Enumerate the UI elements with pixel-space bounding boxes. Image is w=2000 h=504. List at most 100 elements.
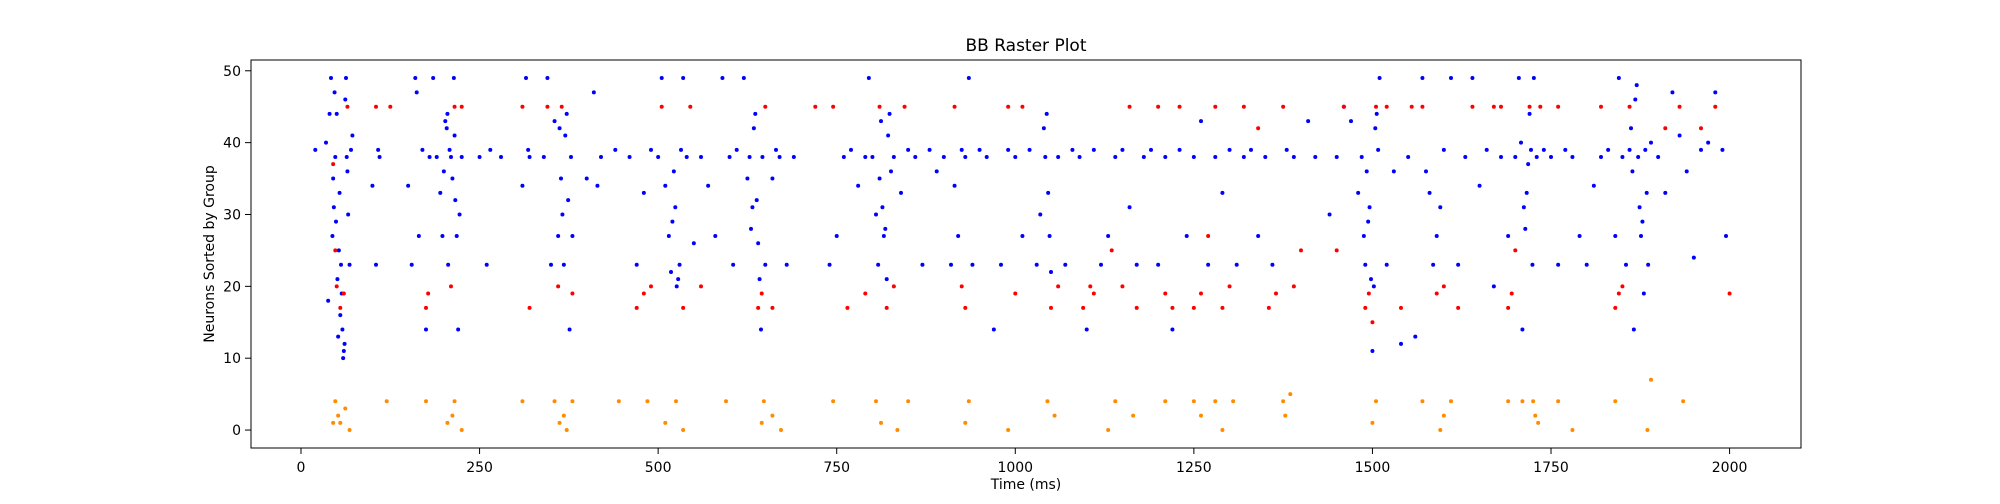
spike-point: [1088, 284, 1093, 289]
spike-point: [1213, 104, 1218, 109]
spike-point: [1527, 104, 1532, 109]
spike-point: [1644, 190, 1649, 195]
spike-point: [1113, 155, 1118, 159]
spike-point: [1509, 291, 1514, 296]
spike-point: [991, 327, 996, 332]
spike-point: [1046, 190, 1051, 195]
spike-point: [963, 305, 968, 310]
spike-point: [1384, 262, 1389, 267]
spike-point: [563, 133, 568, 138]
spike-point: [377, 155, 382, 159]
spike-point: [959, 284, 964, 289]
spike-point: [770, 305, 775, 310]
x-tick-label: 1750: [1533, 460, 1569, 476]
spike-point: [902, 104, 907, 109]
spike-point: [447, 147, 452, 152]
spike-point: [449, 155, 453, 159]
spike-point: [791, 155, 796, 159]
spike-point: [1639, 234, 1643, 239]
spike-point: [1591, 183, 1596, 188]
spike-point: [759, 327, 763, 332]
spike-point: [541, 155, 546, 159]
spike-point: [441, 169, 446, 174]
spike-point: [1663, 126, 1668, 131]
spike-point: [376, 147, 381, 152]
spike-point: [1106, 234, 1111, 239]
spike-point: [1431, 262, 1436, 267]
spike-point: [952, 183, 957, 188]
spike-point: [452, 104, 457, 109]
spike-point: [681, 305, 686, 310]
spike-point: [427, 155, 432, 159]
spike-point: [1131, 413, 1136, 418]
spike-point: [450, 176, 455, 181]
spike-point: [895, 428, 900, 433]
spike-point: [1170, 305, 1175, 310]
spike-point: [599, 155, 603, 159]
spike-point: [1613, 305, 1618, 310]
spike-point: [338, 305, 343, 310]
x-axis-label: Time (ms): [990, 477, 1062, 493]
y-tick-label: 20: [223, 279, 241, 295]
spike-point: [1534, 155, 1539, 159]
spike-point: [759, 420, 764, 425]
spike-point: [1434, 234, 1439, 239]
spike-point: [891, 284, 896, 289]
spike-point: [1056, 155, 1061, 159]
spike-point: [1599, 104, 1603, 109]
spike-point: [1438, 205, 1443, 210]
spike-point: [524, 75, 528, 80]
spike-point: [456, 327, 461, 332]
spike-point: [1191, 305, 1196, 310]
spike-point: [1227, 147, 1232, 152]
spike-point: [627, 155, 632, 159]
spike-point: [488, 147, 493, 152]
spike-point: [1484, 147, 1489, 152]
spike-point: [674, 284, 679, 289]
spike-point: [443, 119, 448, 124]
spike-point: [1291, 284, 1296, 289]
spike-point: [341, 356, 346, 361]
spike-point: [1506, 234, 1511, 239]
spike-point: [1409, 104, 1414, 109]
spike-point: [1670, 90, 1675, 95]
spike-point: [1127, 104, 1132, 109]
spike-point: [1527, 111, 1532, 116]
spike-point: [347, 262, 352, 267]
spike-point: [952, 104, 957, 109]
spike-point: [1649, 140, 1653, 145]
y-tick-label: 0: [232, 423, 241, 439]
spike-point: [459, 428, 464, 433]
spike-point: [1045, 399, 1050, 404]
spike-point: [333, 155, 338, 159]
spike-point: [332, 90, 337, 95]
spike-point: [616, 399, 621, 404]
spike-point: [1499, 104, 1503, 109]
spike-point: [445, 111, 450, 116]
spike-point: [963, 420, 968, 425]
spike-point: [459, 104, 464, 109]
spike-point: [1406, 155, 1411, 159]
spike-point: [346, 212, 351, 217]
spike-point: [1570, 428, 1575, 433]
spike-point: [706, 183, 711, 188]
spike-point: [1620, 155, 1625, 159]
spike-point: [1538, 104, 1543, 109]
spike-point: [1106, 428, 1111, 433]
spike-point: [1177, 147, 1182, 152]
spike-point: [1641, 291, 1646, 296]
spike-point: [1334, 248, 1339, 253]
spike-point: [1577, 234, 1582, 239]
spike-point: [1234, 262, 1239, 267]
spike-point: [1449, 75, 1453, 80]
spike-point: [1677, 104, 1682, 109]
spike-point: [663, 183, 668, 188]
spike-point: [1513, 155, 1518, 159]
spike-point: [434, 155, 439, 159]
spike-point: [1627, 104, 1632, 109]
spike-point: [1363, 262, 1368, 267]
spike-point: [1633, 97, 1638, 102]
spike-point: [1227, 284, 1232, 289]
spike-point: [645, 399, 650, 404]
spike-point: [388, 104, 393, 109]
